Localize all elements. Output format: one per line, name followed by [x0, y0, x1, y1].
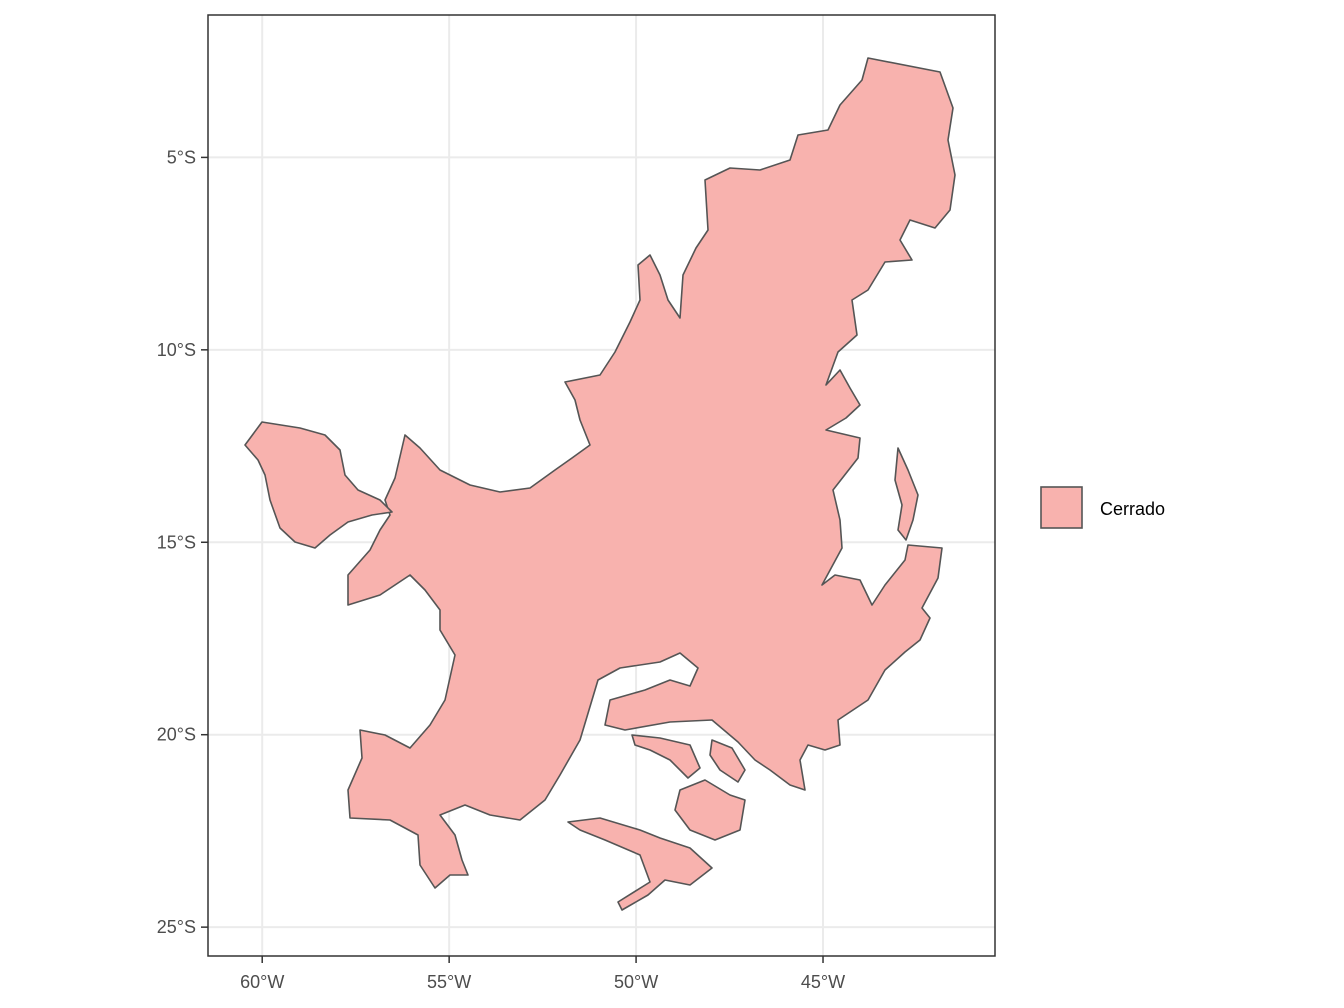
- panel-border: [207, 14, 996, 957]
- cerrado-west-lobe: [244, 421, 393, 549]
- cerrado-east-spur: [894, 447, 919, 541]
- x-tick-label: 50°W: [614, 972, 658, 992]
- legend: Cerrado: [1040, 486, 1165, 529]
- cerrado-south-fragment-1: [567, 817, 713, 911]
- x-tick-label: 45°W: [801, 972, 845, 992]
- y-tick-label: 15°S: [157, 532, 196, 552]
- y-tick-label: 20°S: [157, 725, 196, 745]
- cerrado-south-fragment-2: [674, 779, 746, 841]
- y-tick-label: 5°S: [167, 147, 196, 167]
- cerrado-south-fragment-3: [631, 734, 701, 779]
- cerrado-main-polygon: [347, 57, 956, 889]
- x-tick-label: 60°W: [240, 972, 284, 992]
- axes: 60°W 55°W 50°W 45°W 5°S 10°S 15°S 20°S 25°S: [157, 147, 845, 992]
- cerrado-region: [244, 57, 956, 911]
- legend-key-cerrado: [1040, 486, 1083, 529]
- cerrado-south-fragment-4: [709, 739, 746, 783]
- y-tick-label: 25°S: [157, 917, 196, 937]
- x-tick-label: 55°W: [427, 972, 471, 992]
- y-tick-label: 10°S: [157, 340, 196, 360]
- legend-label-cerrado: Cerrado: [1100, 499, 1165, 519]
